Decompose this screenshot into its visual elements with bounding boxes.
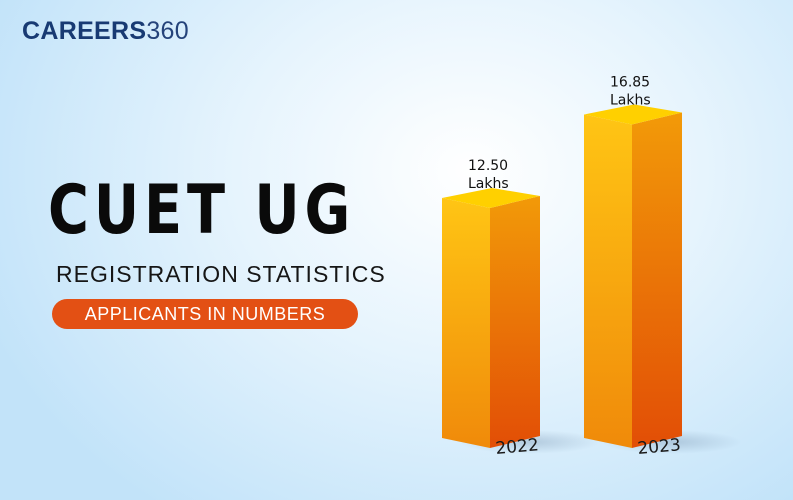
unit-label-2022: Lakhs [468, 176, 509, 192]
bar-top-face [584, 104, 682, 125]
value-label-2023: 16.85 [610, 74, 650, 90]
careers360-logo: CAREERS360 [22, 14, 189, 48]
x-tick-2023: 2023 [637, 435, 682, 459]
bar-side-face [490, 196, 540, 448]
bar-front-face [584, 114, 632, 448]
page-subtitle: REGISTRATION STATISTICS [56, 261, 386, 287]
bar-2023 [584, 104, 742, 454]
brand-number: 360 [146, 17, 189, 45]
bar-front-face [442, 198, 490, 448]
bar-side-face [632, 112, 682, 448]
applicants-badge: APPLICANTS IN NUMBERS [52, 299, 358, 329]
brand-word: CAREERS [22, 17, 147, 45]
value-label-2022: 12.50 [468, 158, 508, 174]
bar-top-face [442, 188, 540, 208]
page-title: CUET UG [48, 171, 356, 250]
x-tick-2022: 2022 [495, 435, 540, 459]
unit-label-2023: Lakhs [610, 92, 651, 108]
bar-2022 [442, 188, 600, 454]
